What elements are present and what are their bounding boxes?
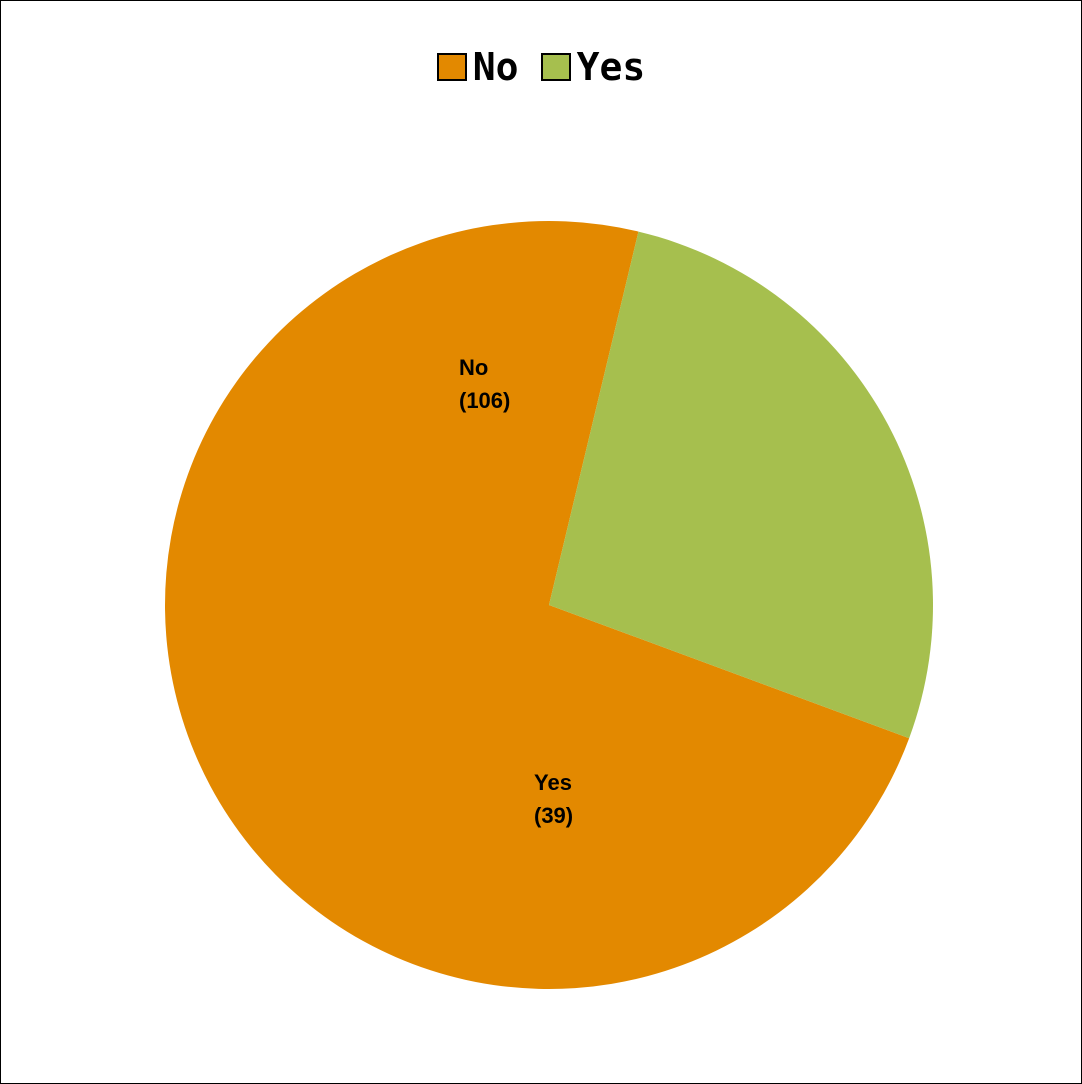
legend-label-no: No [472, 45, 519, 89]
legend-swatch-yes [540, 53, 571, 81]
pie-slice-yes [549, 231, 934, 739]
legend-swatch-no [436, 53, 467, 81]
slice-label-no-name: No [459, 355, 488, 380]
slice-label-yes-value: (39) [534, 803, 573, 828]
legend: No Yes [1, 45, 1081, 89]
slice-label-no: No (106) [459, 355, 510, 413]
legend-item-yes: Yes [540, 45, 646, 89]
legend-label-yes: Yes [576, 45, 646, 89]
slice-label-yes-name: Yes [534, 770, 572, 795]
slice-label-no-value: (106) [459, 388, 510, 413]
legend-item-no: No [436, 45, 519, 89]
slice-label-yes: Yes (39) [534, 770, 578, 828]
pie-slice-no [165, 221, 910, 989]
